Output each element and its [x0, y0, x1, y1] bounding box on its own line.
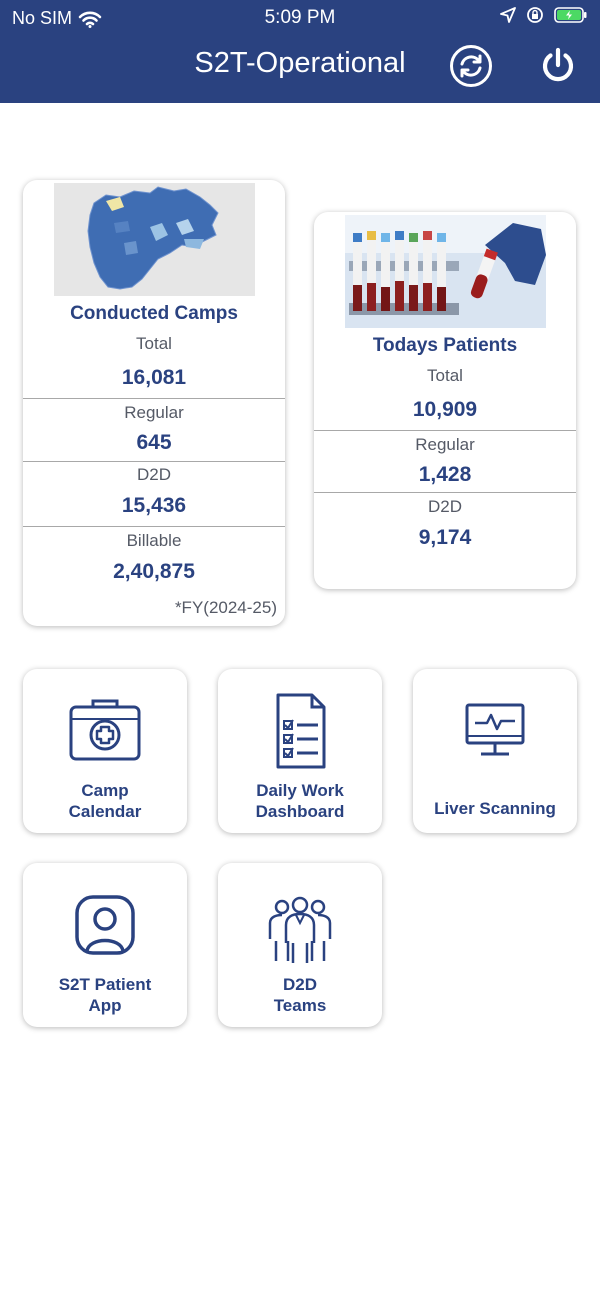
- app-header: No SIM 5:09 PM S2T-Operational: [0, 0, 600, 103]
- status-carrier: No SIM: [12, 8, 102, 29]
- lock-rotation-icon: [527, 7, 543, 23]
- d2d-teams-label-line1: D2D: [282, 975, 317, 994]
- logout-button[interactable]: [536, 44, 580, 88]
- user-profile-icon: [75, 895, 135, 955]
- refresh-icon: [450, 45, 492, 87]
- camps-total-value: 16,081: [121, 366, 187, 389]
- patients-total-label: Total: [427, 366, 463, 385]
- daily-work-dashboard-tile[interactable]: Daily Work Dashboard: [218, 669, 382, 833]
- conducted-camps-title: Conducted Camps: [70, 303, 238, 324]
- patients-regular-label: Regular: [415, 435, 475, 454]
- camps-d2d-value: 15,436: [121, 494, 187, 517]
- camps-billable-label: Billable: [126, 531, 182, 550]
- d2d-teams-label-line2: Teams: [273, 996, 327, 1015]
- battery-icon: [554, 7, 587, 23]
- camps-regular-label: Regular: [124, 403, 184, 422]
- s2t-patient-app-label-line1: S2T Patient: [58, 975, 152, 994]
- blood-samples-image: [345, 215, 546, 328]
- camp-calendar-label-line2: Calendar: [68, 802, 142, 821]
- power-icon: [542, 47, 574, 82]
- financial-year-note: *FY(2024-25): [174, 598, 277, 617]
- divider: [314, 430, 576, 431]
- status-indicators: [500, 6, 588, 24]
- d2d-teams-tile[interactable]: D2D Teams: [218, 863, 382, 1027]
- team-icon: [268, 896, 332, 963]
- checklist-icon: [276, 693, 326, 769]
- camps-billable-value: 2,40,875: [113, 560, 195, 583]
- medical-kit-icon: [69, 699, 141, 761]
- patients-total-value: 10,909: [412, 398, 478, 421]
- refresh-button[interactable]: [449, 44, 493, 88]
- patients-d2d-label: D2D: [427, 497, 462, 516]
- divider: [23, 398, 285, 399]
- wifi-icon: [78, 11, 102, 28]
- daily-work-dashboard-label-line2: Dashboard: [255, 802, 345, 821]
- divider: [23, 526, 285, 527]
- monitor-icon: [465, 703, 525, 756]
- todays-patients-title: Todays Patients: [372, 335, 518, 356]
- s2t-patient-app-tile[interactable]: S2T Patient App: [23, 863, 187, 1027]
- camp-calendar-label-line1: Camp: [81, 781, 129, 800]
- maharashtra-map-image: [54, 183, 255, 296]
- camps-regular-value: 645: [136, 431, 172, 454]
- camp-calendar-tile[interactable]: Camp Calendar: [23, 669, 187, 833]
- liver-scanning-label: Liver Scanning: [434, 799, 556, 818]
- daily-work-dashboard-label-line1: Daily Work: [256, 781, 344, 800]
- divider: [314, 492, 576, 493]
- carrier-label: No SIM: [12, 8, 73, 28]
- todays-patients-card[interactable]: Todays Patients Total 10,909 Regular 1,4…: [314, 212, 576, 589]
- status-time: 5:09 PM: [264, 7, 336, 28]
- conducted-camps-card[interactable]: Conducted Camps Total 16,081 Regular 645…: [23, 180, 285, 626]
- liver-scanning-tile[interactable]: Liver Scanning: [413, 669, 577, 833]
- page-title: S2T-Operational: [194, 47, 406, 79]
- patients-d2d-value: 9,174: [418, 526, 472, 549]
- camps-total-label: Total: [136, 334, 172, 353]
- location-arrow-icon: [500, 7, 516, 23]
- s2t-patient-app-label-line2: App: [88, 996, 122, 1015]
- divider: [23, 461, 285, 462]
- camps-d2d-label: D2D: [136, 465, 171, 484]
- patients-regular-value: 1,428: [418, 463, 472, 486]
